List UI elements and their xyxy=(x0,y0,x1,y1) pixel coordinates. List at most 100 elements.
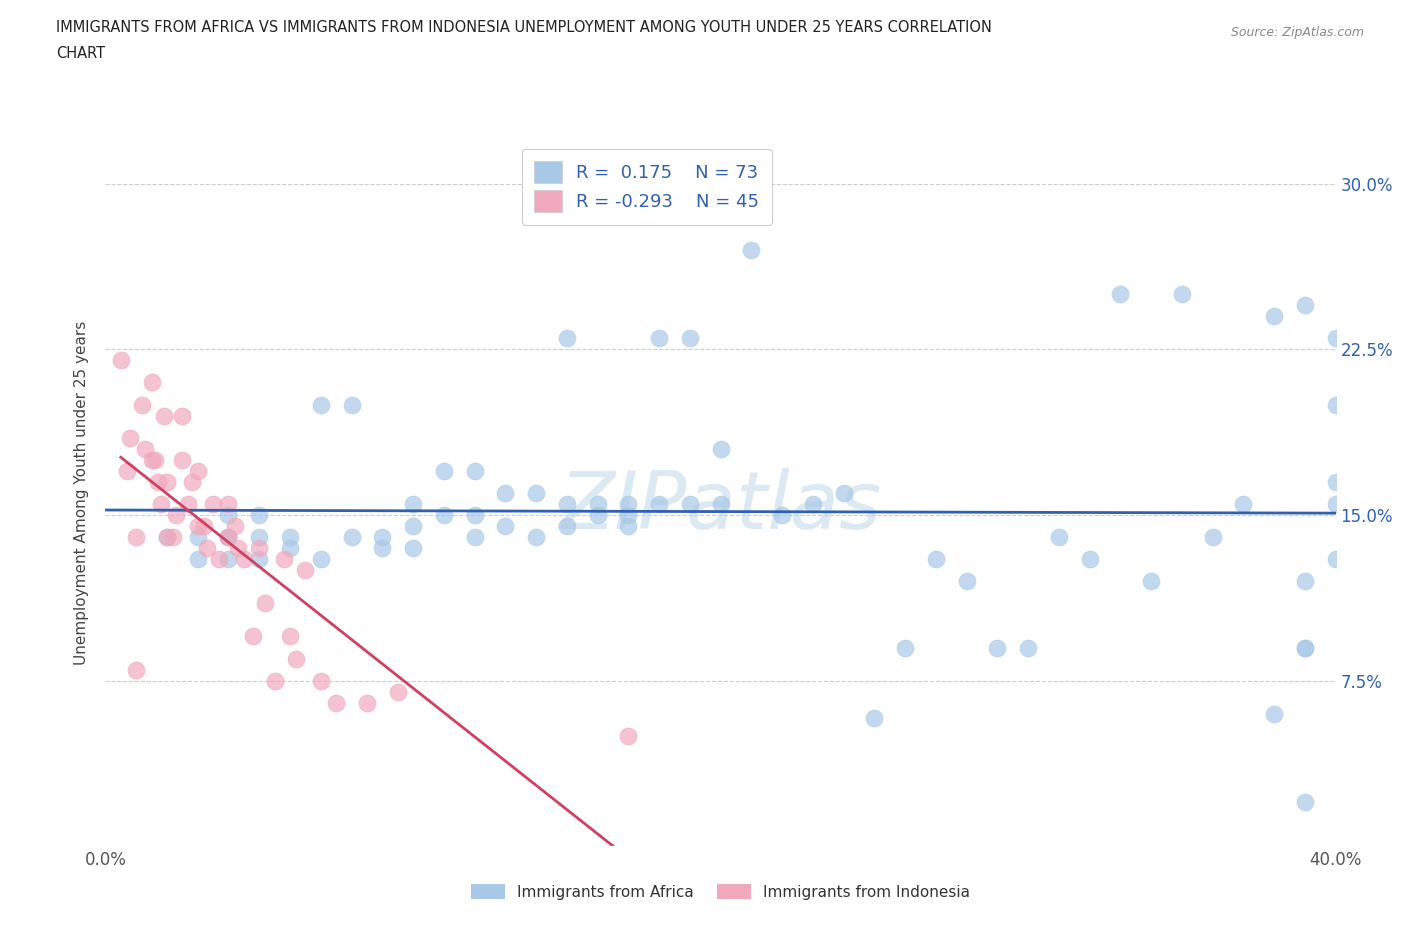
Point xyxy=(195,540,218,555)
Point xyxy=(679,497,702,512)
Point xyxy=(177,497,200,512)
Point xyxy=(131,397,153,412)
Point xyxy=(710,497,733,512)
Point xyxy=(464,463,486,478)
Point xyxy=(254,596,277,611)
Point xyxy=(340,397,363,412)
Point xyxy=(1017,640,1039,655)
Point xyxy=(218,530,240,545)
Point xyxy=(1140,574,1163,589)
Point xyxy=(187,551,209,566)
Point xyxy=(1324,551,1347,566)
Point xyxy=(141,375,163,390)
Point xyxy=(1324,397,1347,412)
Point xyxy=(309,397,332,412)
Point xyxy=(986,640,1008,655)
Point xyxy=(1109,286,1132,301)
Point xyxy=(433,463,456,478)
Point xyxy=(433,508,456,523)
Point xyxy=(710,442,733,457)
Point xyxy=(263,673,285,688)
Point xyxy=(1294,298,1316,312)
Point xyxy=(187,519,209,534)
Point xyxy=(1294,574,1316,589)
Point xyxy=(218,530,240,545)
Point xyxy=(402,540,425,555)
Point xyxy=(218,497,240,512)
Text: CHART: CHART xyxy=(56,46,105,60)
Point xyxy=(740,243,762,258)
Point xyxy=(165,508,187,523)
Text: IMMIGRANTS FROM AFRICA VS IMMIGRANTS FROM INDONESIA UNEMPLOYMENT AMONG YOUTH UND: IMMIGRANTS FROM AFRICA VS IMMIGRANTS FRO… xyxy=(56,20,993,35)
Point xyxy=(387,684,409,699)
Point xyxy=(325,696,347,711)
Point xyxy=(371,530,394,545)
Point xyxy=(125,662,148,677)
Point xyxy=(153,408,176,423)
Point xyxy=(1047,530,1070,545)
Point xyxy=(1324,474,1347,489)
Point xyxy=(494,519,516,534)
Point xyxy=(162,530,184,545)
Point xyxy=(1078,551,1101,566)
Point xyxy=(309,673,332,688)
Point xyxy=(464,530,486,545)
Point xyxy=(863,711,886,725)
Point xyxy=(187,463,209,478)
Point xyxy=(464,508,486,523)
Point xyxy=(1324,331,1347,346)
Point xyxy=(617,519,640,534)
Point xyxy=(402,497,425,512)
Point xyxy=(226,540,249,555)
Point xyxy=(648,497,671,512)
Point xyxy=(156,530,179,545)
Point xyxy=(617,508,640,523)
Point xyxy=(1263,707,1285,722)
Point xyxy=(143,452,166,467)
Point xyxy=(617,728,640,743)
Point xyxy=(294,563,316,578)
Point xyxy=(1324,497,1347,512)
Point xyxy=(149,497,172,512)
Point xyxy=(801,497,824,512)
Legend: Immigrants from Africa, Immigrants from Indonesia: Immigrants from Africa, Immigrants from … xyxy=(465,878,976,906)
Point xyxy=(894,640,917,655)
Point xyxy=(1201,530,1223,545)
Point xyxy=(172,452,194,467)
Text: Source: ZipAtlas.com: Source: ZipAtlas.com xyxy=(1230,26,1364,39)
Point xyxy=(1294,794,1316,809)
Point xyxy=(247,530,270,545)
Point xyxy=(524,485,547,500)
Point xyxy=(555,331,578,346)
Point xyxy=(956,574,979,589)
Point xyxy=(247,540,270,555)
Point xyxy=(524,530,547,545)
Point xyxy=(1294,640,1316,655)
Point xyxy=(371,540,394,555)
Point xyxy=(617,497,640,512)
Point xyxy=(242,629,264,644)
Point xyxy=(340,530,363,545)
Point xyxy=(202,497,225,512)
Point xyxy=(555,519,578,534)
Point xyxy=(925,551,948,566)
Point xyxy=(146,474,169,489)
Point xyxy=(278,629,301,644)
Text: ZIPatlas: ZIPatlas xyxy=(560,468,882,546)
Point xyxy=(125,530,148,545)
Point xyxy=(1171,286,1194,301)
Point xyxy=(224,519,246,534)
Y-axis label: Unemployment Among Youth under 25 years: Unemployment Among Youth under 25 years xyxy=(75,321,90,665)
Point xyxy=(278,530,301,545)
Point xyxy=(218,530,240,545)
Point xyxy=(134,442,156,457)
Point xyxy=(156,474,179,489)
Point xyxy=(110,353,132,368)
Point xyxy=(309,551,332,566)
Point xyxy=(247,551,270,566)
Point xyxy=(172,408,194,423)
Point xyxy=(278,540,301,555)
Point xyxy=(156,530,179,545)
Point xyxy=(187,530,209,545)
Point xyxy=(494,485,516,500)
